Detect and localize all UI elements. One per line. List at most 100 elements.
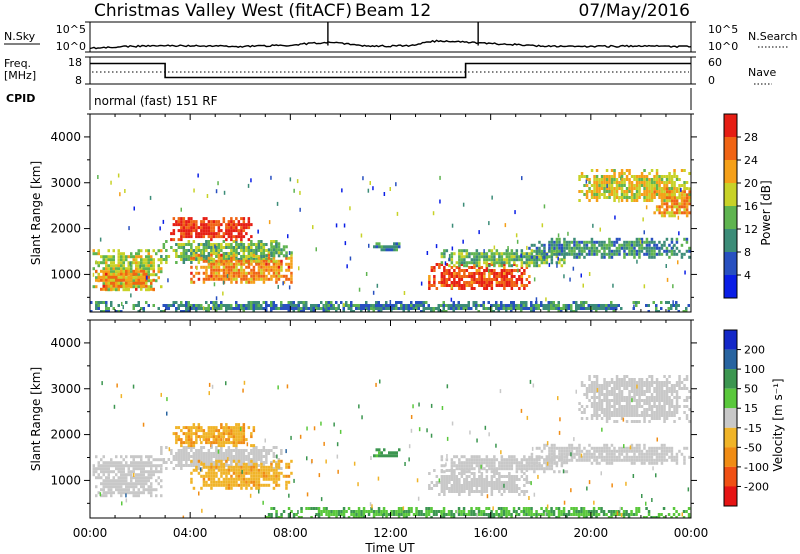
velocity-cell [127,488,130,492]
power-cell [578,190,581,193]
power-cell [515,258,519,262]
velocity-cell [215,458,218,461]
velocity-cell [215,435,218,439]
power-cell [442,304,445,307]
velocity-cell [230,435,233,439]
power-cell [485,284,489,287]
velocity-cell [207,432,211,436]
power-cell [648,246,651,250]
velocity-cell [202,480,206,484]
power-cell [680,211,684,215]
power-cell [227,277,231,281]
velocity-cell [515,464,519,468]
power-cell [110,304,113,307]
velocity-cell [120,461,123,465]
velocity-cell [112,482,115,486]
power-cell [260,249,263,252]
power-cell [373,245,376,249]
power-cell [227,262,231,266]
power-cell [633,178,636,181]
velocity-cell [117,467,120,471]
power-cell [548,243,551,247]
power-cell [548,262,551,267]
velocity-cell [245,455,248,458]
power-cell [215,220,218,224]
power-cell [260,307,263,310]
power-cell [427,307,430,310]
velocity-cell [195,464,198,467]
power-cell [613,199,616,202]
velocity-cell [265,468,268,472]
velocity-cell [260,471,263,475]
power-cell [232,246,236,249]
power-cell [655,205,659,209]
power-cell [490,252,494,256]
power-cell [247,246,251,249]
power-cell [240,271,243,275]
power-cell [523,261,526,265]
velocity-cell [638,446,641,450]
power-cell [635,240,639,244]
velocity-cell [207,449,211,452]
velocity-cell [510,461,514,465]
power-cell [135,304,138,307]
power-cell [515,233,518,238]
velocity-cell [202,452,206,455]
velocity-cell [225,477,228,481]
power-cell [526,245,528,250]
velocity-cell [237,458,241,461]
power-cell [613,190,616,193]
power-cell [430,266,434,269]
power-cell [282,248,286,252]
power-cell [630,246,634,250]
velocity-cell [195,441,198,445]
power-cell [590,196,594,199]
power-cell [262,307,265,310]
velocity-cell [202,461,206,464]
power-cell [230,243,233,246]
velocity-cell [120,482,123,486]
power-cell [453,272,456,275]
velocity-cell [513,481,516,484]
power-cell [658,246,661,250]
power-cell [445,263,449,266]
power-cell [205,255,208,258]
velocity-cell [237,423,241,427]
velocity-cell [463,470,466,474]
power-cell [155,273,158,277]
velocity-cell [663,455,666,459]
power-cell [112,261,115,265]
power-cell [226,274,229,279]
velocity-cell [515,467,519,471]
velocity-cell [560,458,564,462]
power-cell [387,304,390,307]
power-cell [335,223,338,228]
power-cell [207,307,210,310]
velocity-cell [107,473,110,477]
power-cell [210,268,213,272]
power-cell [182,258,186,261]
power-cell [558,240,561,244]
power-cell [355,307,358,310]
power-cell [568,249,571,253]
power-cell [650,246,654,250]
power-cell [270,259,273,263]
velocity-cell [240,435,243,439]
power-cell [202,217,206,221]
velocity-cell [227,449,231,452]
velocity-cell [475,490,479,493]
velocity-cell [433,484,436,487]
power-cell [615,181,619,184]
power-cell [600,304,603,307]
power-cell [521,176,523,181]
velocity-cell [132,455,135,459]
power-cell [495,272,499,275]
power-cell [272,251,276,255]
power-cell [672,195,675,200]
velocity-cell [655,455,659,459]
power-cell [110,267,113,271]
velocity-cell [643,390,646,393]
power-cell [483,281,486,284]
power-cell [330,301,333,304]
power-cell [245,223,248,227]
